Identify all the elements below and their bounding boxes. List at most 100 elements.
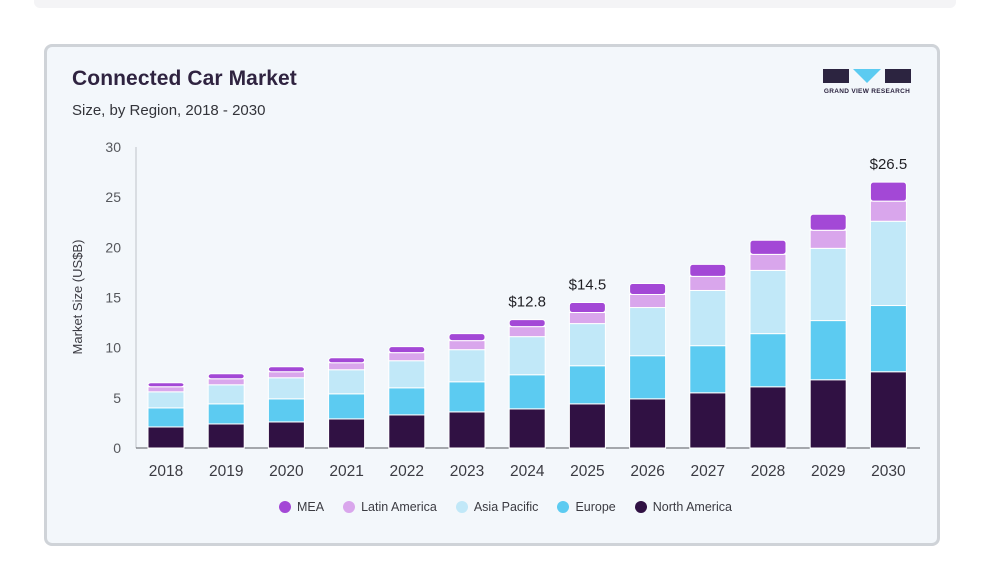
y-tick-label: 10 <box>105 340 121 356</box>
stacked-bar-chart: 0 5 10 15 2025 30 Market Size (US$B) 2018 2019 2… <box>70 139 920 480</box>
bar-segment <box>147 391 185 409</box>
x-tick-label: 2020 <box>269 463 304 480</box>
bar-segment <box>749 253 787 271</box>
bar-segment <box>629 355 667 400</box>
y-tick-label: 25 <box>105 189 121 205</box>
legend-item: Latin America <box>343 500 437 514</box>
legend-label: Asia Pacific <box>473 500 539 514</box>
bar-segment <box>869 220 907 307</box>
x-tick-label: 2029 <box>811 463 845 480</box>
bar-segment <box>508 336 546 376</box>
y-tick-label: 5 <box>113 390 121 406</box>
legend-item: MEA <box>279 500 324 514</box>
bar-segment <box>508 319 546 328</box>
bar-segment <box>207 423 245 449</box>
bar-segment <box>207 378 245 386</box>
bar-segment <box>448 340 486 351</box>
y-tick-label: 0 <box>113 440 121 456</box>
bar-segment <box>388 352 426 362</box>
bar-segment <box>629 293 667 309</box>
bar-segment <box>629 282 667 295</box>
bar-segment <box>207 403 245 425</box>
bar-segment <box>568 403 606 449</box>
bar-segment <box>448 349 486 383</box>
bar-segment <box>508 326 546 338</box>
logo-text: GRAND VIEW RESEARCH <box>823 88 911 95</box>
logo-mark-icon <box>823 69 911 83</box>
bar-segment <box>328 369 366 395</box>
x-tick-label: 2030 <box>871 463 906 480</box>
bar-segment <box>869 200 907 222</box>
chart-legend: MEA Latin America Asia Pacific Europe North … <box>279 499 732 515</box>
bar-segment <box>207 373 245 380</box>
bar-segment <box>388 360 426 389</box>
bar-segment <box>508 408 546 449</box>
legend-swatch-icon <box>343 501 356 513</box>
legend-item: Asia Pacific <box>455 500 539 514</box>
chart-subtitle: Size, by Region, 2018 - 2030 <box>72 102 266 119</box>
bar-segment <box>809 320 847 381</box>
bar-segment <box>267 398 305 423</box>
bar-segment <box>629 307 667 357</box>
x-tick-label: 2025 <box>570 463 604 480</box>
x-tick-label: 2018 <box>149 463 183 480</box>
bar-segment <box>689 345 727 394</box>
bar-segment <box>568 312 606 325</box>
legend-label: Latin America <box>361 500 437 514</box>
y-axis-label: Market Size (US$B) <box>70 240 85 355</box>
data-label: $14.5 <box>569 277 607 294</box>
bar-segment <box>568 365 606 405</box>
x-tick-label: 2019 <box>209 463 243 480</box>
bar-segment <box>689 392 727 449</box>
bar-segment <box>749 333 787 388</box>
bar-segment <box>328 393 366 420</box>
bar-segment <box>147 382 185 388</box>
legend-label: Europe <box>575 500 616 514</box>
y-tick-label: 30 <box>105 139 121 155</box>
legend-item: Europe <box>557 500 616 514</box>
bar-segment <box>448 333 486 342</box>
x-tick-label: 2027 <box>691 463 725 480</box>
bar-segment <box>568 323 606 367</box>
x-tick-label: 2021 <box>329 463 363 480</box>
bar-segment <box>809 213 847 231</box>
bar-segment <box>869 305 907 373</box>
bar-segment <box>869 181 907 202</box>
bar-segment <box>207 384 245 405</box>
x-tick-label: 2024 <box>510 463 545 480</box>
legend-swatch-icon <box>634 501 647 513</box>
legend-swatch-icon <box>279 501 291 513</box>
x-tick-label: 2022 <box>390 463 424 480</box>
bar-segment <box>328 357 366 364</box>
bar-segment <box>448 411 486 449</box>
legend-swatch-icon <box>455 501 468 513</box>
bar-segment <box>388 346 426 354</box>
bar-segment <box>147 407 185 428</box>
bar-segment <box>749 239 787 255</box>
bar-segment <box>328 418 366 449</box>
x-tick-label: 2023 <box>450 463 484 480</box>
grand-view-research-logo: GRAND VIEW RESEARCH <box>822 68 912 98</box>
bar-segment <box>809 229 847 249</box>
bar-segment <box>809 379 847 449</box>
bar-segment <box>388 387 426 416</box>
bar-segment <box>328 362 366 371</box>
bar-segment <box>147 426 185 449</box>
legend-label: MEA <box>297 500 325 514</box>
y-tick-label: 15 <box>105 290 121 306</box>
bar-segment <box>267 371 305 379</box>
legend-swatch-icon <box>557 501 570 513</box>
bar-segment <box>267 377 305 400</box>
bar-segment <box>568 302 606 314</box>
legend-item: North America <box>634 500 732 514</box>
bar-segment <box>689 275 727 291</box>
bar-segment <box>809 247 847 322</box>
chart-title: Connected Car Market <box>72 67 297 90</box>
data-label: $26.5 <box>870 156 908 173</box>
data-label: $12.8 <box>508 294 546 311</box>
bar-segment <box>388 414 426 449</box>
bar-segment <box>689 289 727 347</box>
bar-segment <box>448 381 486 413</box>
bar-segment <box>267 366 305 373</box>
bar-segment <box>689 263 727 277</box>
